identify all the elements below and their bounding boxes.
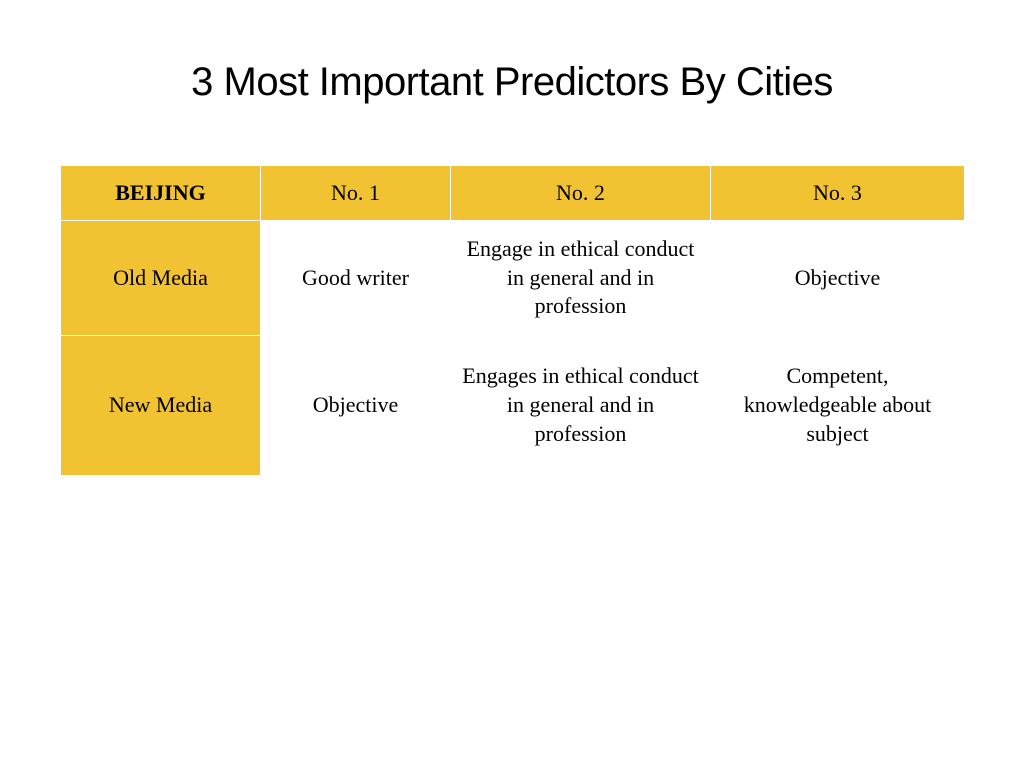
table-header-row: BEIJING No. 1 No. 2 No. 3: [61, 166, 965, 221]
table-cell: Good writer: [261, 221, 451, 336]
table-header-no2: No. 2: [451, 166, 711, 221]
predictors-table: BEIJING No. 1 No. 2 No. 3 Old Media Good…: [60, 165, 965, 476]
table-header-city: BEIJING: [61, 166, 261, 221]
table-header-no3: No. 3: [711, 166, 965, 221]
table-cell: Objective: [711, 221, 965, 336]
table-header-no1: No. 1: [261, 166, 451, 221]
slide-title: 3 Most Important Predictors By Cities: [60, 60, 964, 105]
table-cell: Engages in ethical conduct in general an…: [451, 335, 711, 475]
table-cell: Objective: [261, 335, 451, 475]
row-label-old-media: Old Media: [61, 221, 261, 336]
slide-container: 3 Most Important Predictors By Cities BE…: [0, 0, 1024, 768]
table-cell: Competent, knowledgeable about subject: [711, 335, 965, 475]
row-label-new-media: New Media: [61, 335, 261, 475]
table-row: Old Media Good writer Engage in ethical …: [61, 221, 965, 336]
table-cell: Engage in ethical conduct in general and…: [451, 221, 711, 336]
table-row: New Media Objective Engages in ethical c…: [61, 335, 965, 475]
